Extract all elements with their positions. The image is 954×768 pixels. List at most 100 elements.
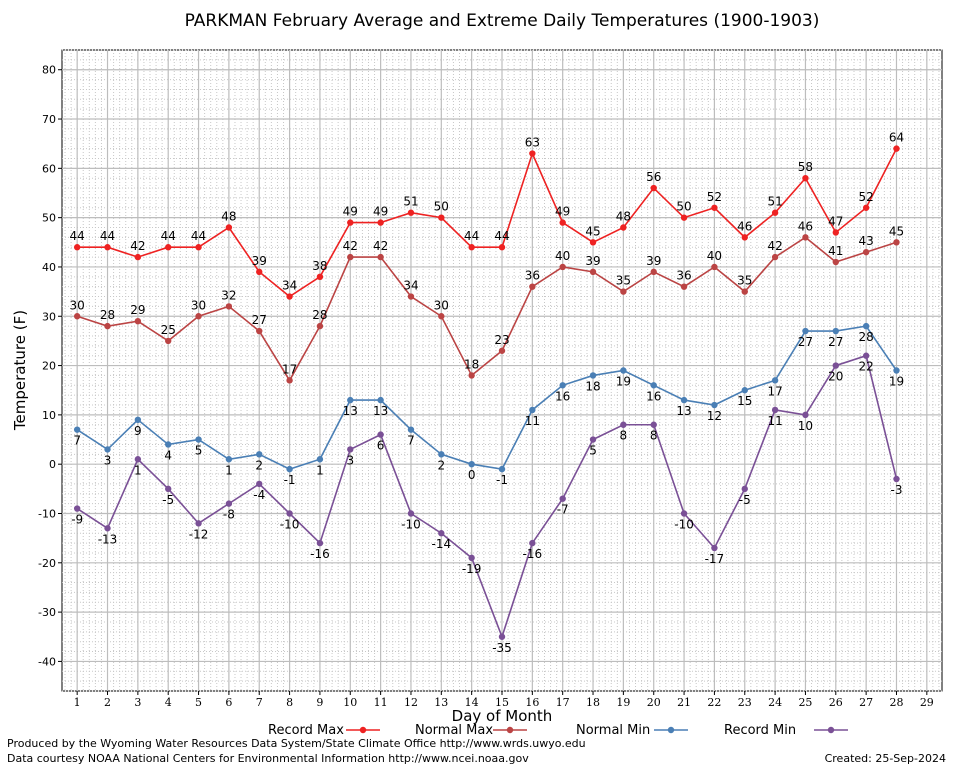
record-min-data-label: 22 [858,360,873,374]
normal-max-data-label: 39 [585,254,600,268]
record-min-point [316,539,324,547]
y-tick-label: 30 [42,310,56,323]
normal-max-line [76,236,897,382]
y-tick-label: 80 [42,64,56,77]
x-tick-label: 14 [465,696,479,709]
normal-min-point [377,396,384,404]
record-min-data-label: -5 [162,493,174,507]
record-max-data-label: 38 [312,259,327,273]
legend-label-record-max: Record Max [268,723,344,738]
record-max-data-label: 49 [343,205,358,219]
record-max-data-label: 44 [100,229,115,243]
normal-max-data-label: 35 [616,274,631,288]
normal-min-data-label: 2 [437,458,445,472]
record-min-point [134,456,142,463]
normal-max-data-label: 28 [312,308,327,322]
record-min-point [225,500,233,507]
normal-min-data-label: 16 [555,389,570,403]
x-tick-label: 12 [404,696,418,709]
record-max-point [893,145,900,152]
legend: Record Max Normal Max Normal Min Record Min [268,723,848,738]
normal-min-data-label: 15 [737,394,752,408]
y-tick-label: -40 [38,655,56,668]
x-axis-label: Day of Month [452,707,553,725]
y-tick-label: 60 [42,162,56,175]
normal-min-point [73,426,81,433]
record-max-point [347,219,354,226]
normal-min-point [559,382,566,389]
record-max-point [165,244,172,251]
x-tick-label: 3 [134,696,141,709]
record-min-data-label: -17 [705,552,725,566]
record-max-point [559,219,566,226]
minor-grid [62,49,942,692]
record-max-data-label: 47 [828,214,843,228]
x-tick-label: 1 [74,696,81,709]
record-min-data-label: -19 [462,562,482,576]
normal-max-point [256,327,263,335]
y-tick-label: 40 [42,261,56,274]
record-max-data-label: 44 [70,229,85,243]
series-layer [73,145,900,640]
x-tick-label: 11 [374,696,388,709]
normal-min-data-label: 13 [373,404,388,418]
normal-max-point [680,283,688,290]
normal-min-point [802,327,809,335]
normal-min-data-label: 11 [525,414,540,428]
normal-min-point [498,465,506,473]
record-min-data-label: 8 [620,429,628,443]
normal-min-data-label: -1 [496,473,508,487]
normal-min-data-label: 18 [585,379,600,393]
normal-min-point [862,322,870,330]
record-min-point [620,421,627,428]
normal-min-point [134,416,142,424]
normal-max-data-label: 45 [889,224,904,238]
record-min-point [256,480,263,488]
record-min-data-label: 20 [828,370,843,384]
record-max-data-label: 56 [646,170,661,184]
record-max-data-label: 49 [555,205,570,219]
x-tick-label: 2 [104,696,111,709]
record-max-data-label: 50 [676,200,691,214]
record-min-point [165,485,172,493]
normal-min-point [438,451,445,458]
normal-min-point [529,406,536,414]
record-max-point [498,244,506,251]
record-max-point [680,214,688,221]
record-max-data-label: 44 [494,229,509,243]
normal-max-data-label: 35 [737,274,752,288]
y-tick-label: 20 [42,360,56,373]
record-max-point [711,204,718,211]
x-tick-label: 21 [677,696,691,709]
normal-min-data-label: 27 [798,335,813,349]
record-max-data-label: 50 [434,200,449,214]
record-min-point [589,436,597,443]
record-min-point [893,475,900,483]
record-max-point [862,204,870,211]
record-min-point [771,406,779,414]
record-max-data-label: 49 [373,205,388,219]
record-min-data-label: -12 [189,527,209,541]
record-min-point [862,352,870,359]
record-min-point [650,421,657,428]
normal-min-data-label: 13 [343,404,358,418]
legend-marker-normal-min [667,726,675,734]
record-max-data-label: 52 [707,190,722,204]
x-tick-label: 13 [434,696,448,709]
normal-max-point [620,288,627,295]
record-max-point [407,209,415,216]
record-min-data-label: 1 [134,463,142,477]
record-max-data-label: 46 [737,219,752,233]
normal-min-point [620,367,627,374]
normal-max-data-label: 42 [343,239,358,253]
normal-max-data-label: 28 [100,308,115,322]
normal-max-point [771,253,779,261]
normal-max-point [832,258,839,266]
record-max-point [225,224,233,231]
normal-max-point [316,322,324,330]
normal-min-data-label: 4 [164,448,172,462]
y-axis-label: Temperature (F) [11,310,29,431]
record-min-point [407,510,415,517]
record-max-point [256,268,263,276]
